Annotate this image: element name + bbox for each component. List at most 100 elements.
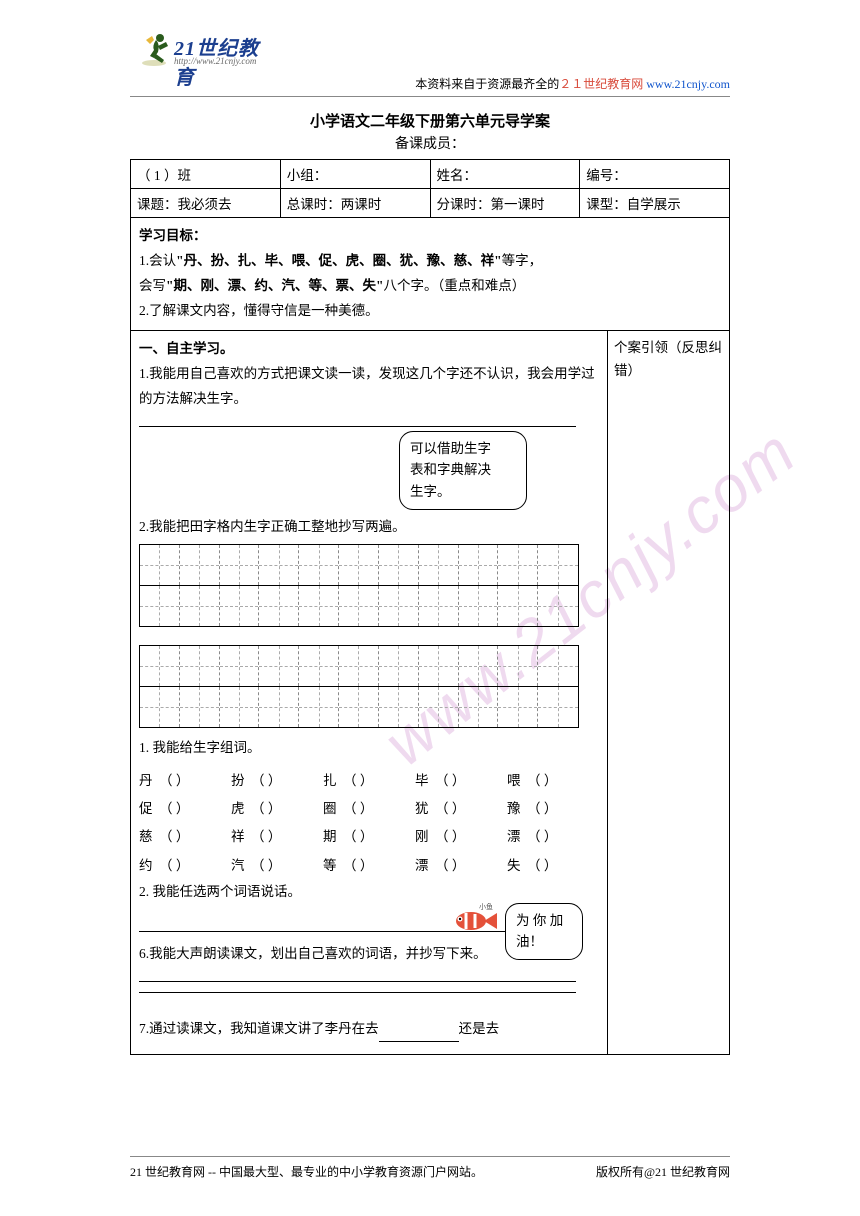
tianzige-cell	[299, 586, 339, 626]
doc-subtitle: 备课成员：	[130, 133, 730, 159]
tianzige-cell	[419, 545, 459, 585]
tianzige-cell	[498, 687, 538, 727]
word-char: 犹	[415, 795, 435, 823]
q3-text: 1. 我能给生字组词。	[139, 740, 261, 755]
tianzige-cell	[498, 586, 538, 626]
meta-table: （ 1 ）班 小组： 姓名： 编号： 课题：我必须去 总课时：两课时 分课时：第…	[130, 159, 730, 218]
word-paren: （ ）	[159, 795, 231, 823]
goal2-post: 八个字。（重点和难点）	[384, 278, 526, 293]
goals-section: 学习目标： 1.会认"丹、扮、扎、毕、喂、促、虎、圈、犹、豫、慈、祥"等字， 会…	[130, 218, 730, 331]
tianzige-cell	[538, 687, 578, 727]
hint-bubble-1: 可以借助生字 表和字典解决 生字。	[399, 431, 527, 510]
word-char: 祥	[231, 823, 251, 851]
q4-text: 2. 我能任选两个词语说话。	[139, 884, 301, 899]
tianzige-cell	[459, 586, 499, 626]
word-char: 漂	[507, 823, 527, 851]
goal2-chars: "期、刚、漂、约、汽、等、票、失"	[166, 278, 384, 293]
answer-line-1	[139, 426, 576, 427]
svg-text:小鱼: 小鱼	[479, 903, 493, 911]
tianzige-cell	[379, 545, 419, 585]
word-paren: （ ）	[251, 823, 323, 851]
fish-icon: 小鱼	[449, 903, 499, 933]
footer-left: 21 世纪教育网 -- 中国最大型、最专业的中小学教育资源门户网站。	[130, 1163, 483, 1180]
word-char: 等	[323, 852, 343, 880]
tianzige-cell	[180, 586, 220, 626]
tianzige-cell	[459, 687, 499, 727]
tianzige-cell	[220, 545, 260, 585]
tianzige-cell	[339, 687, 379, 727]
tianzige-cell	[498, 545, 538, 585]
tianzige-cell	[180, 545, 220, 585]
bubble1-l1: 可以借助生字	[410, 441, 491, 456]
tianzige-cell	[180, 646, 220, 686]
tianzige-cell	[140, 687, 180, 727]
tianzige-cell	[259, 545, 299, 585]
word-char: 慈	[139, 823, 159, 851]
word-row: 慈（ ）祥（ ）期（ ）刚（ ）漂（ ）	[139, 823, 599, 851]
bubble1-l3: 生字。	[410, 484, 451, 499]
section1-heading: 一、自主学习。	[139, 341, 234, 356]
page-header: 本资料来自于资源最齐全的２１世纪教育网 www.21cnjy.com	[130, 75, 730, 97]
word-char: 汽	[231, 852, 251, 880]
word-paren: （ ）	[527, 823, 599, 851]
word-char: 扮	[231, 767, 251, 795]
tianzige-cell	[299, 545, 339, 585]
word-char: 圈	[323, 795, 343, 823]
header-brand: ２１世纪教育网	[559, 77, 643, 91]
word-paren: （ ）	[343, 767, 415, 795]
page-footer: 21 世纪教育网 -- 中国最大型、最专业的中小学教育资源门户网站。 版权所有@…	[130, 1156, 730, 1180]
word-paren: （ ）	[159, 767, 231, 795]
tianzige-cell	[140, 586, 180, 626]
q7-pre: 7.通过读课文，我知道课文讲了李丹在去	[139, 1021, 379, 1036]
tianzige-1	[139, 544, 599, 627]
word-row: 促（ ）虎（ ）圈（ ）犹（ ）豫（ ）	[139, 795, 599, 823]
meta-group: 小组：	[280, 160, 430, 189]
word-paren: （ ）	[251, 767, 323, 795]
tianzige-cell	[379, 687, 419, 727]
main-two-col: 一、自主学习。 1.我能用自己喜欢的方式把课文读一读，发现这几个字还不认识，我会…	[130, 331, 730, 1055]
tianzige-cell	[339, 586, 379, 626]
word-paren: （ ）	[435, 823, 507, 851]
word-char: 漂	[415, 852, 435, 880]
word-paren: （ ）	[343, 795, 415, 823]
word-char: 虎	[231, 795, 251, 823]
tianzige-cell	[140, 646, 180, 686]
tianzige-cell	[299, 646, 339, 686]
meta-topic: 课题：我必须去	[131, 189, 281, 218]
tianzige-cell	[379, 646, 419, 686]
goal3: 2.了解课文内容，懂得守信是一种美德。	[139, 303, 379, 318]
word-char: 豫	[507, 795, 527, 823]
meta-total-period: 总课时：两课时	[280, 189, 430, 218]
word-char: 毕	[415, 767, 435, 795]
answer-line-6a	[139, 981, 576, 982]
tianzige-cell	[140, 545, 180, 585]
word-paren: （ ）	[527, 795, 599, 823]
footer-right: 版权所有@21 世纪教育网	[596, 1163, 730, 1180]
word-row: 约（ ）汽（ ）等（ ）漂（ ）失（ ）	[139, 852, 599, 880]
runner-icon	[140, 30, 172, 66]
main-right-col: 个案引领（反思纠错）	[608, 331, 729, 1054]
tianzige-cell	[220, 646, 260, 686]
q7-blank	[379, 1026, 459, 1042]
word-paren: （ ）	[251, 852, 323, 880]
tianzige-cell	[259, 687, 299, 727]
tianzige-cell	[419, 646, 459, 686]
tianzige-cell	[419, 687, 459, 727]
header-url[interactable]: www.21cnjy.com	[646, 77, 730, 91]
document-body: 小学语文二年级下册第六单元导学案 备课成员： （ 1 ）班 小组： 姓名： 编号…	[130, 104, 730, 1055]
right-col-heading: 个案引领（反思纠错）	[614, 340, 722, 378]
tianzige-cell	[220, 586, 260, 626]
meta-class: （ 1 ）班	[131, 160, 281, 189]
bubble1-l2: 表和字典解决	[410, 462, 491, 477]
goal1-pre: 1.会认	[139, 253, 176, 268]
hint-bubble-2: 为 你 加油！	[505, 903, 583, 960]
word-paren: （ ）	[435, 795, 507, 823]
main-left-col: 一、自主学习。 1.我能用自己喜欢的方式把课文读一读，发现这几个字还不认识，我会…	[131, 331, 608, 1054]
word-paren: （ ）	[435, 852, 507, 880]
word-paren: （ ）	[435, 767, 507, 795]
logo-url: http://www.21cnjy.com	[174, 56, 256, 66]
tianzige-cell	[259, 646, 299, 686]
goal1-post: 等字，	[502, 253, 543, 268]
word-paren: （ ）	[527, 767, 599, 795]
word-char: 失	[507, 852, 527, 880]
